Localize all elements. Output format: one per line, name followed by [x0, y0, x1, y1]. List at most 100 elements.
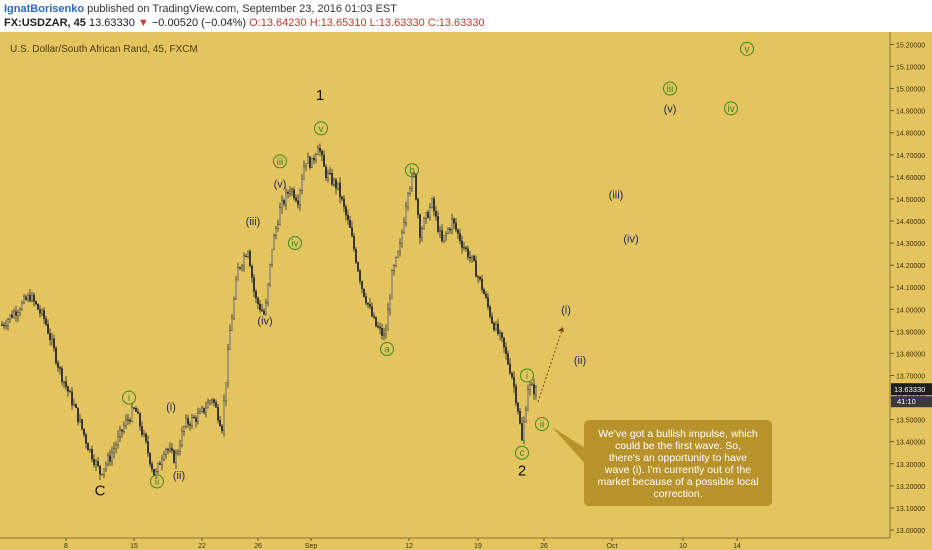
candle-body: [177, 451, 179, 454]
candle-body: [273, 235, 275, 251]
y-tick-label: 15.10000: [896, 64, 925, 71]
candle-body: [341, 196, 343, 200]
candle-body: [529, 384, 531, 390]
wave-circle: [122, 390, 136, 405]
candle-body: [303, 165, 305, 180]
candle-body: [375, 317, 377, 327]
candle-body: [37, 303, 39, 310]
candle-body: [77, 407, 79, 423]
candle-body: [327, 172, 329, 178]
candle-body: [87, 443, 89, 451]
candle-body: [19, 309, 21, 313]
candle-body: [65, 381, 67, 387]
candle-body: [369, 304, 371, 307]
candle-body: [325, 166, 327, 178]
candle-body: [475, 260, 477, 277]
candle-body: [363, 288, 365, 297]
candle-body: [355, 249, 357, 263]
candle-body: [483, 289, 485, 295]
candle-body: [201, 407, 203, 412]
candle-body: [427, 212, 429, 218]
wave-label: (v): [274, 178, 287, 190]
candles: [1, 143, 537, 480]
candle-body: [135, 407, 137, 412]
candle-body: [107, 455, 109, 465]
wave-label: iv: [291, 239, 298, 250]
candle-body: [173, 450, 175, 463]
candle-body: [121, 429, 123, 432]
wave-circle: [288, 236, 302, 251]
candle-body: [255, 291, 257, 299]
candle-body: [289, 191, 291, 194]
candle-body: [119, 429, 121, 437]
callout-line: wave (i). I'm currently out of the: [604, 464, 751, 476]
candle-body: [117, 436, 119, 446]
chart-header: IgnatBorisenko published on TradingView.…: [0, 0, 932, 32]
projection-arrow: [537, 326, 564, 403]
wave-label: (i): [166, 401, 176, 413]
candle-body: [139, 413, 141, 427]
candle-body: [35, 301, 37, 305]
candle-body: [313, 157, 315, 161]
candle-body: [481, 278, 483, 290]
candle-body: [3, 324, 5, 326]
candle-body: [83, 428, 85, 435]
candle-body: [233, 298, 235, 319]
candle-body: [521, 423, 523, 441]
candle-body: [239, 267, 241, 269]
candle-body: [387, 309, 389, 331]
candle-body: [7, 319, 9, 326]
candle-body: [321, 151, 323, 156]
candle-body: [349, 219, 351, 228]
time-tag-box: [891, 396, 932, 408]
candle-body: [329, 172, 331, 175]
y-tick-label: 14.90000: [896, 109, 925, 116]
candle-body: [423, 218, 425, 230]
candle-body: [225, 382, 227, 401]
candle-body: [209, 400, 211, 403]
candle-body: [73, 404, 75, 406]
price-chart[interactable]: U.S. Dollar/South African Rand, 45, FXCM…: [0, 32, 932, 550]
candle-body: [243, 255, 245, 266]
candle-body: [469, 257, 471, 259]
wave-label: (ii): [173, 470, 185, 482]
candle-body: [63, 381, 65, 383]
candle-body: [129, 419, 131, 422]
candle-body: [503, 337, 505, 348]
candle-body: [361, 281, 363, 290]
candle-body: [69, 391, 71, 393]
y-tick-label: 13.80000: [896, 351, 925, 358]
candle-body: [81, 419, 83, 430]
candle-body: [429, 207, 431, 218]
candle-body: [389, 298, 391, 310]
candle-body: [495, 323, 497, 331]
x-axis: 8 15 22 26 Sep 12 19 26 Oct 10 14: [64, 538, 741, 550]
wave-labels: Ciii(i)(ii)(iii)(iv)(v)iiiivv1abiiic2(i)…: [95, 41, 754, 499]
candle-body: [215, 402, 217, 408]
candle-body: [237, 267, 239, 281]
y-tick-label: 13.50000: [896, 418, 925, 425]
candle-body: [223, 400, 225, 432]
candle-body: [263, 310, 265, 315]
author-name[interactable]: IgnatBorisenko: [4, 3, 85, 15]
candle-body: [247, 251, 249, 257]
candle-body: [315, 154, 317, 161]
candle-body: [421, 228, 423, 238]
candle-body: [183, 426, 185, 432]
wave-label: v: [745, 44, 750, 55]
candle-body: [345, 206, 347, 216]
x-tick-label: 26: [540, 543, 548, 550]
projection-arrowhead: [558, 326, 564, 332]
candle-body: [403, 221, 405, 234]
candle-body: [261, 309, 263, 312]
wave-label: ii: [540, 420, 544, 431]
open-value: O:13.64230: [249, 17, 307, 29]
candle-body: [93, 459, 95, 465]
wave-label: 2: [518, 462, 526, 479]
candle-body: [127, 419, 129, 421]
y-tick-label: 13.10000: [896, 506, 925, 513]
candle-body: [371, 306, 373, 317]
candle-body: [125, 419, 127, 426]
candle-body: [145, 433, 147, 442]
candle-body: [409, 188, 411, 194]
